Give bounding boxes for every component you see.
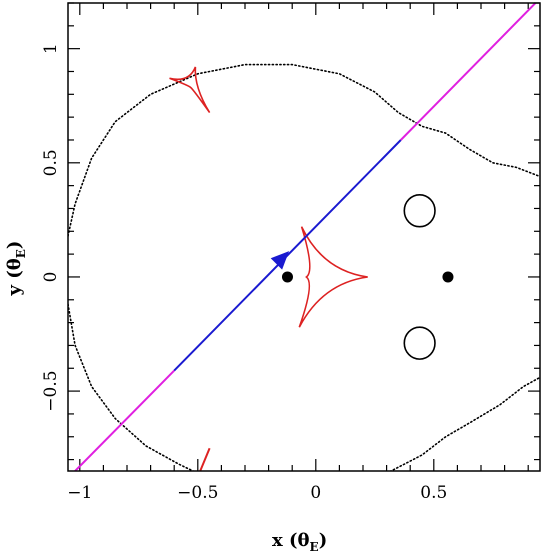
y-axis-label-close: ) xyxy=(4,241,25,250)
x-tick-label: 0.5 xyxy=(420,483,447,503)
x-tick-label: −1 xyxy=(67,483,92,503)
trajectory-arrow xyxy=(270,251,290,270)
lens-dot xyxy=(281,271,293,283)
lens-dot xyxy=(442,271,454,283)
y-tick-label: 1 xyxy=(41,43,61,54)
y-axis-label: y (θE) xyxy=(4,241,28,297)
y-tick-label: 0 xyxy=(41,272,61,283)
tick-labels: −1 −0.5 0 0.5 −0.5 0 0.5 1 xyxy=(41,43,447,503)
x-tick-label: 0 xyxy=(310,483,321,503)
plot-frame xyxy=(67,2,541,472)
caustic-upper-small xyxy=(169,66,211,114)
y-axis-label-sub: E xyxy=(14,249,28,258)
critical-curves xyxy=(68,63,540,471)
critical-curve-small-loop xyxy=(403,326,436,360)
caustic-central xyxy=(298,226,368,328)
critical-curve-outer-lower xyxy=(68,303,195,471)
trajectory-segment-magenta xyxy=(400,3,537,141)
critical-curve-outer-upper xyxy=(68,63,540,237)
x-tick-label: −0.5 xyxy=(177,483,218,503)
critical-curve-outer-right-lower xyxy=(389,376,540,471)
lenses xyxy=(281,271,454,283)
trajectory xyxy=(74,3,537,471)
x-axis-label-main: x (θ xyxy=(272,530,310,551)
y-axis-label-main: y (θ xyxy=(4,258,25,296)
caustics xyxy=(169,66,368,471)
plot-content xyxy=(68,3,540,471)
trajectory-segment-magenta xyxy=(74,369,175,471)
caustic-lower-partial xyxy=(199,447,211,471)
y-tick-label: 0.5 xyxy=(41,149,61,176)
x-axis-label: x (θE) xyxy=(272,530,327,554)
x-axis-label-sub: E xyxy=(310,540,319,554)
x-axis-label-close: ) xyxy=(319,530,328,551)
critical-curve-small-loop xyxy=(403,193,436,228)
y-tick-label: −0.5 xyxy=(41,370,61,411)
